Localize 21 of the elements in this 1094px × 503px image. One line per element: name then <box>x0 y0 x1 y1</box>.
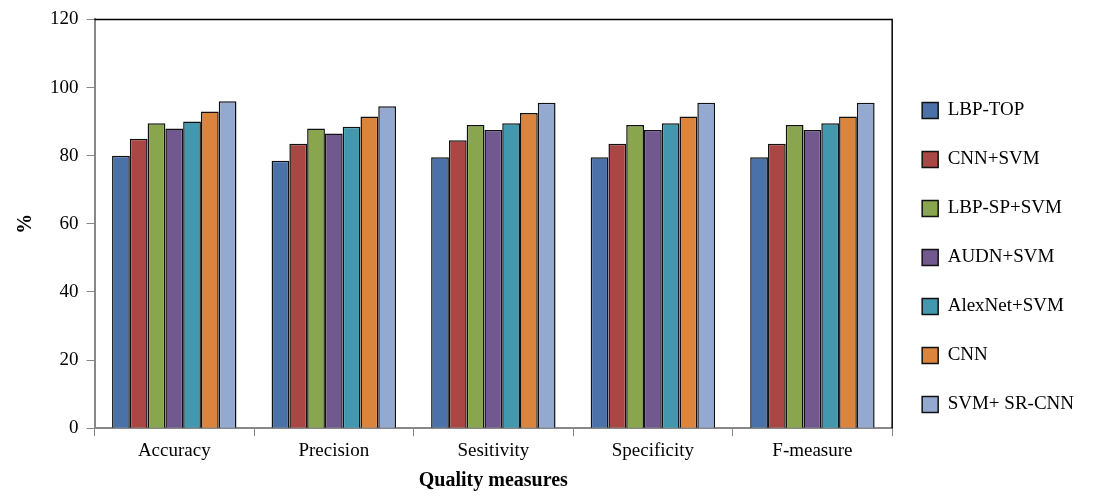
y-tick-label: 80 <box>59 143 79 165</box>
legend-label: LBP-TOP <box>947 98 1025 120</box>
y-tick-label: 120 <box>50 7 79 29</box>
legend-label: SVM+ SR-CNN <box>947 392 1075 414</box>
y-axis-title: % <box>13 213 36 234</box>
x-axis-title: Quality measures <box>418 468 569 492</box>
x-tick-label: Precision <box>298 438 370 460</box>
legend-label: CNN+SVM <box>947 147 1040 169</box>
legend-label: CNN <box>947 343 989 365</box>
y-tick-label: 20 <box>59 348 79 370</box>
x-tick-label: F-measure <box>772 438 853 460</box>
legend-label: LBP-SP+SVM <box>947 196 1062 218</box>
y-tick-label: 0 <box>69 416 79 438</box>
x-tick-label: Accuracy <box>137 438 212 460</box>
y-tick-label: 60 <box>59 211 79 233</box>
x-tick-label: Sesitivity <box>457 438 530 460</box>
y-tick-label: 40 <box>59 279 79 301</box>
y-tick-label: 100 <box>50 75 79 97</box>
legend-label: AlexNet+SVM <box>947 294 1065 316</box>
legend-label: AUDN+SVM <box>947 245 1055 267</box>
x-tick-label: Specificity <box>611 438 695 460</box>
